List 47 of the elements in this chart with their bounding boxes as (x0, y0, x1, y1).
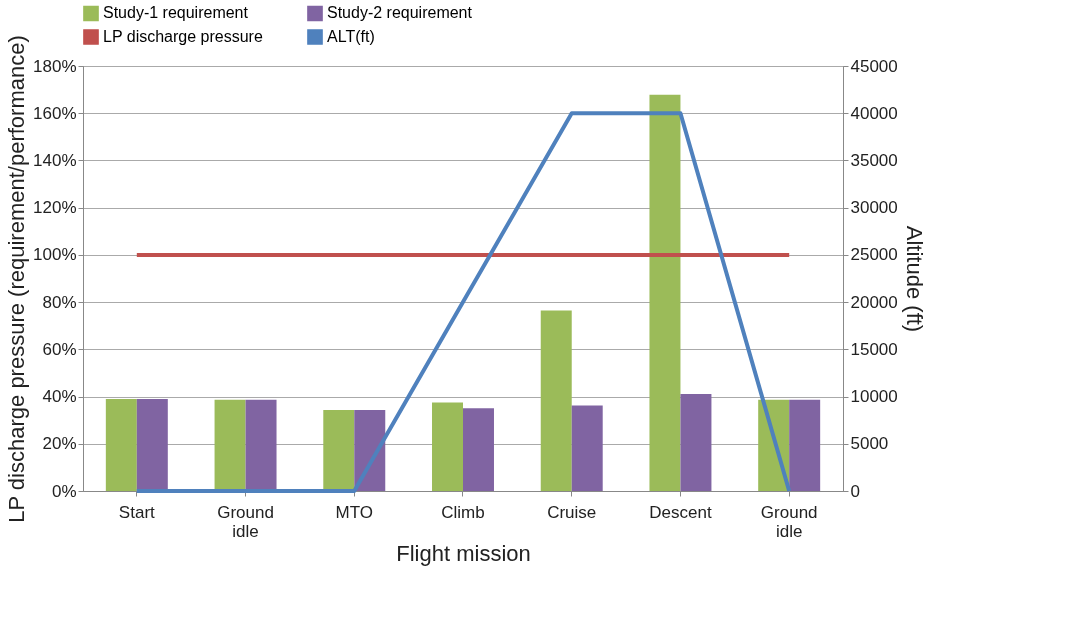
bar (214, 399, 246, 491)
y-tick-label: 100% (33, 245, 77, 265)
x-tick-label: Start (118, 502, 156, 522)
bar (680, 393, 712, 491)
bar (432, 402, 463, 491)
y2-tick-label: 5000 (850, 434, 889, 454)
bar (323, 410, 355, 491)
y2-tick-label: 45000 (850, 56, 898, 76)
bar (136, 398, 168, 491)
x-tick-label: Cruise (547, 502, 597, 522)
y2-tick-label: 40000 (850, 103, 898, 123)
y2-tick-label: 30000 (850, 198, 898, 218)
bar (789, 399, 821, 491)
legend-label: ALT(ft) (327, 28, 375, 45)
legend-label: Study-2 requirement (327, 4, 473, 22)
y-tick-label: 120% (33, 198, 77, 218)
bar (105, 398, 137, 491)
y-tick-label: 160% (33, 103, 77, 123)
y-tick-label: 80% (42, 292, 77, 312)
y2-axis-title: Altitude (ft) (901, 225, 927, 333)
y2-tick-label: 0 (850, 481, 860, 501)
y2-tick-label: 10000 (850, 387, 898, 407)
x-tick-label: MTO (335, 502, 374, 522)
y-tick-label: 40% (42, 387, 77, 407)
y2-tick-label: 35000 (850, 150, 898, 170)
x-tick-label: Ground idle (217, 502, 274, 541)
bar (245, 399, 277, 491)
y-tick-label: 20% (42, 434, 77, 454)
bar (571, 405, 603, 491)
bar (649, 94, 681, 491)
y2-tick-label: 15000 (850, 339, 898, 359)
y-tick-label: 0% (51, 481, 77, 501)
y2-tick-label: 25000 (850, 245, 898, 265)
y-axis-title: LP discharge pressure (requirement/performance) (4, 35, 30, 523)
x-tick-label: Descent (649, 502, 712, 522)
x-tick-label: Ground idle (760, 502, 818, 541)
y-tick-label: 140% (33, 150, 77, 170)
bar (540, 310, 572, 491)
x-tick-label: Climb (441, 502, 485, 522)
y-tick-label: 180% (33, 56, 77, 76)
x-axis-title: Flight mission (396, 540, 531, 566)
y-tick-label: 60% (42, 339, 77, 359)
bar (463, 408, 494, 491)
legend-label: LP discharge pressure (103, 28, 263, 45)
legend-label: Study-1 requirement (103, 4, 249, 22)
bar (354, 410, 386, 491)
y2-tick-label: 20000 (850, 292, 898, 312)
